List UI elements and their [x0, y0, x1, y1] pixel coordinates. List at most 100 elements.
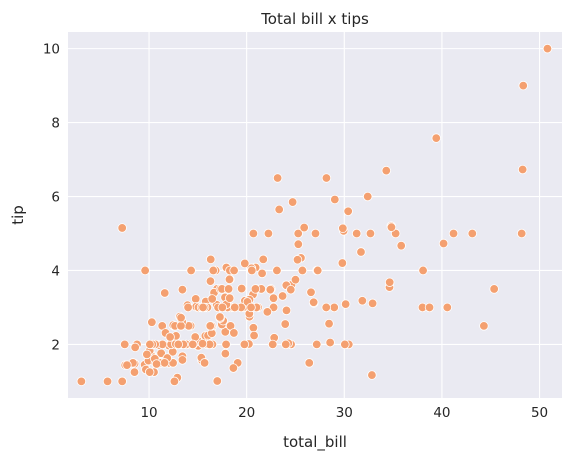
y-tick-label: 4: [51, 263, 60, 279]
data-point: [165, 332, 175, 342]
data-point: [129, 367, 140, 377]
data-point: [183, 302, 193, 313]
data-point: [145, 339, 155, 350]
data-point: [516, 228, 527, 239]
data-point: [76, 376, 87, 387]
data-point: [186, 265, 196, 276]
data-point: [293, 228, 303, 239]
data-point: [290, 274, 301, 285]
y-tick-label: 2: [51, 337, 60, 353]
data-point: [120, 339, 130, 350]
data-point: [310, 228, 321, 239]
data-point: [321, 302, 331, 313]
data-point: [221, 339, 231, 350]
data-point: [223, 284, 234, 294]
data-point: [224, 293, 235, 303]
data-point: [208, 265, 218, 276]
data-point: [262, 307, 273, 317]
data-point: [340, 299, 351, 309]
data-point: [356, 247, 366, 257]
data-point: [159, 358, 170, 368]
data-point: [517, 164, 528, 175]
data-point: [220, 348, 231, 359]
x-tick-label: 50: [531, 405, 548, 421]
data-point: [205, 276, 216, 286]
data-point: [258, 254, 268, 265]
data-point: [236, 283, 247, 294]
data-point: [248, 323, 259, 333]
data-point: [151, 359, 162, 369]
data-point: [365, 228, 376, 239]
data-point: [250, 284, 261, 294]
data-point: [304, 358, 314, 368]
data-point: [265, 284, 275, 295]
data-point: [384, 277, 395, 287]
data-point: [239, 339, 250, 350]
data-point: [176, 313, 186, 323]
data-point: [274, 204, 284, 215]
data-point: [396, 240, 406, 251]
data-point: [321, 173, 332, 183]
data-point: [229, 265, 239, 276]
data-point: [173, 339, 184, 350]
data-point: [292, 255, 303, 265]
data-point: [198, 302, 208, 313]
data-point: [418, 265, 428, 276]
data-point: [489, 284, 499, 294]
x-axis-label: total_bill: [283, 433, 347, 452]
data-point: [147, 317, 157, 327]
data-point: [431, 133, 441, 143]
data-point: [518, 80, 528, 91]
data-point: [206, 254, 216, 265]
data-point: [381, 165, 391, 176]
data-point: [190, 294, 201, 304]
data-point: [467, 228, 477, 239]
data-point: [169, 376, 180, 387]
data-point: [281, 339, 291, 350]
data-point: [340, 339, 350, 350]
data-point: [272, 265, 282, 276]
data-point: [268, 339, 278, 350]
data-point: [308, 297, 319, 307]
data-point: [281, 305, 292, 316]
data-point: [246, 302, 256, 313]
data-point: [263, 228, 274, 239]
data-point: [224, 274, 235, 285]
data-point: [448, 228, 459, 239]
data-point: [215, 312, 225, 322]
x-tick-label: 10: [140, 405, 157, 421]
data-point: [188, 339, 198, 350]
data-point: [286, 284, 296, 295]
data-point: [177, 284, 188, 295]
data-point: [330, 194, 340, 205]
data-point: [117, 223, 127, 233]
data-point: [442, 302, 452, 313]
data-point: [240, 258, 250, 269]
x-tick-label: 20: [238, 405, 255, 421]
data-point: [130, 342, 140, 353]
data-point: [207, 294, 217, 304]
data-point: [357, 296, 368, 306]
data-point: [145, 367, 155, 377]
data-point: [142, 349, 152, 360]
chart-title: Total bill x tips: [260, 10, 369, 28]
data-point: [367, 298, 378, 309]
data-point: [140, 265, 150, 276]
x-tick-label: 30: [336, 405, 353, 421]
data-point: [230, 302, 240, 313]
data-point: [249, 330, 259, 341]
data-point: [367, 370, 377, 380]
data-point: [117, 376, 127, 387]
data-point: [293, 239, 304, 249]
data-point: [313, 265, 323, 276]
data-point: [177, 355, 188, 365]
data-point: [479, 321, 489, 331]
data-point: [424, 302, 435, 313]
data-point: [337, 258, 348, 268]
data-point: [386, 222, 397, 232]
data-point: [325, 337, 335, 348]
data-point: [199, 358, 210, 368]
plot-background: [68, 32, 562, 398]
data-point: [247, 265, 257, 276]
data-point: [102, 376, 113, 387]
